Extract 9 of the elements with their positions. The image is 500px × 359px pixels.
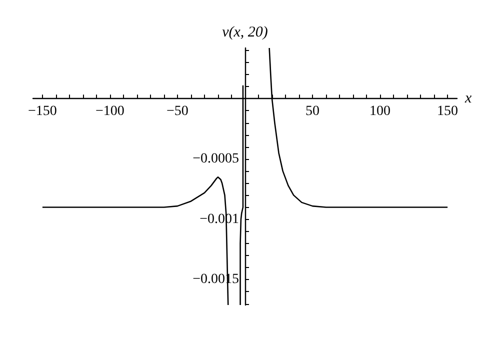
x-tick-label: 50	[306, 104, 320, 120]
x-tick-label: −150	[28, 104, 57, 120]
x-tick-label: −100	[96, 104, 124, 120]
x-axis-title: x	[464, 90, 472, 107]
x-tick-label: 150	[437, 104, 458, 120]
x-tick-label: −50	[166, 104, 188, 120]
y-tick-label: −0.0005	[192, 152, 239, 167]
x-tick-label: 100	[370, 104, 391, 120]
y-axis-title: v(x, 20)	[222, 24, 268, 40]
